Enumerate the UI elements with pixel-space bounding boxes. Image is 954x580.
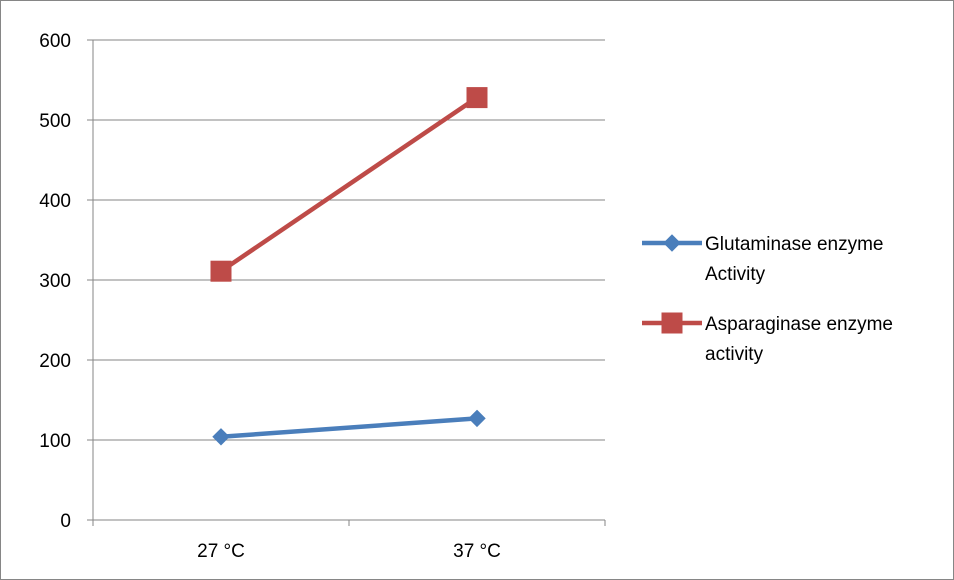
y-tick-label: 0 [60,511,71,532]
legend-entry: Glutaminase enzyme Activity [642,234,883,285]
data-point-diamond [468,409,486,428]
x-tick-label: 37 °C [453,541,501,562]
y-tick-label: 200 [39,351,71,372]
series-line [220,416,478,440]
series-0 [212,409,486,446]
y-tick-label: 100 [39,431,71,452]
legend-label: Activity [705,264,766,285]
axes: 0 100 200 300 400 500 600 27 °C 37 °C [39,31,606,562]
legend-label: activity [705,344,764,365]
data-point-square [210,260,232,282]
y-tick-label: 300 [39,271,71,292]
legend-diamond-marker [663,234,681,252]
y-tick-label: 400 [39,191,71,212]
legend-entry: Asparaginase enzyme activity [642,312,893,365]
grid-lines [93,39,605,441]
x-tick-label: 27 °C [197,541,245,562]
legend-label: Asparaginase enzyme [705,314,893,335]
data-point-square [466,87,488,109]
series-line [219,95,479,274]
legend-square-marker [661,312,683,334]
y-tick-label: 500 [39,111,71,132]
legend-label: Glutaminase enzyme [705,234,883,255]
legend: Glutaminase enzyme Activity Asparaginase e… [642,234,893,365]
y-tick-label: 600 [39,31,71,52]
data-point-diamond [212,428,230,446]
series-lines [210,87,488,446]
series-1 [210,87,488,282]
